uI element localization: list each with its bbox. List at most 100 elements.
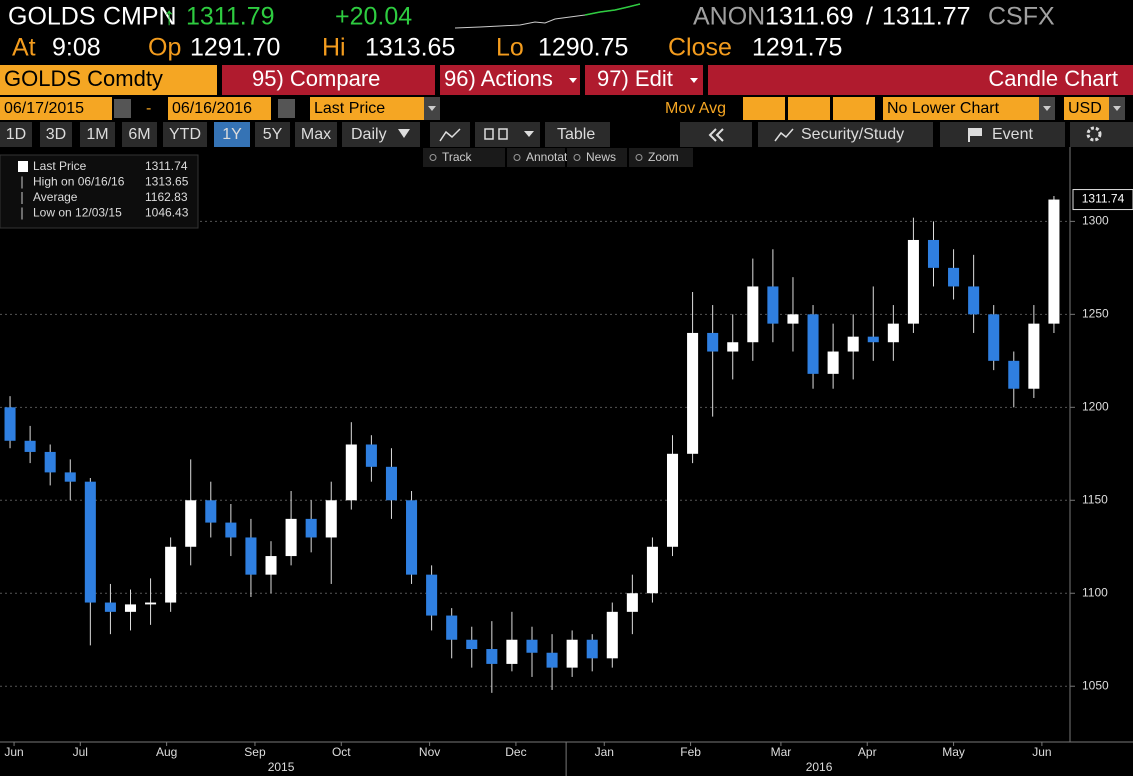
tool-button[interactable] [567, 148, 627, 167]
security[interactable]: GOLDS Comdty [4, 66, 163, 91]
period-button[interactable] [122, 122, 157, 147]
bid: 1311.69 [765, 3, 854, 31]
candle-body [887, 323, 899, 343]
candle-body [1048, 199, 1060, 324]
candle-body [546, 652, 558, 668]
currency-select[interactable] [1064, 97, 1109, 120]
period-button[interactable] [255, 122, 290, 147]
period[interactable]: 1Y [222, 126, 242, 143]
period-button[interactable] [295, 122, 337, 147]
lower-chart[interactable]: No Lower Chart [887, 100, 1000, 117]
period[interactable]: 5Y [263, 126, 283, 143]
study-button[interactable] [758, 122, 933, 147]
period-button[interactable] [80, 122, 115, 147]
dropdown-arrow [569, 78, 577, 83]
candle-body [44, 451, 56, 473]
legend-swatch [18, 161, 28, 172]
tool[interactable]: Annotate [526, 150, 574, 164]
study-input[interactable] [833, 97, 875, 120]
last-price-label: 1311.74 [1082, 192, 1125, 206]
collapse-button[interactable] [680, 122, 752, 147]
tool[interactable]: News [586, 150, 616, 164]
field[interactable]: Last Price [314, 100, 385, 117]
change: +20.04 [335, 3, 412, 31]
edit-button[interactable] [585, 65, 703, 95]
candle-body [847, 336, 859, 352]
line-icon [439, 128, 461, 142]
y-tick-label: 1150 [1082, 492, 1108, 506]
calendar-icon[interactable] [114, 99, 131, 118]
candle-body [988, 314, 1000, 361]
period[interactable]: YTD [169, 126, 201, 143]
security-study[interactable]: Security/Study [801, 126, 904, 143]
candle-icon [484, 128, 494, 140]
candle-body [265, 556, 277, 575]
study-input[interactable] [743, 97, 785, 120]
sparkline-recent [584, 3, 641, 16]
dropdown-arrow [398, 129, 410, 138]
date-input[interactable] [0, 97, 112, 120]
frequency-button[interactable] [342, 122, 420, 147]
start-date[interactable]: 06/17/2015 [4, 100, 84, 117]
arrow: ↑ [163, 3, 176, 31]
tool-button[interactable] [423, 148, 505, 167]
tool-icon [513, 154, 521, 161]
tool-button[interactable] [629, 148, 693, 167]
candle-body [325, 500, 337, 538]
legend-value: 1311.74 [145, 159, 188, 173]
period[interactable]: Max [301, 126, 331, 143]
legend-label: Last Price [33, 159, 87, 173]
settings-button[interactable] [1070, 122, 1133, 147]
tool-icon [429, 154, 437, 161]
value: 1291.75 [752, 34, 842, 62]
candle-body [4, 407, 16, 441]
event[interactable]: Event [992, 126, 1033, 143]
candle-chart: 1050 1100 1150 1200 1250 1300 Jun Jul Aug Sep Oct N… [0, 147, 1133, 776]
field-select[interactable] [310, 97, 424, 120]
period-button[interactable] [163, 122, 207, 147]
compare-button[interactable] [222, 65, 435, 95]
tool[interactable]: Track [442, 150, 473, 164]
table[interactable]: Table [557, 126, 595, 143]
compare[interactable]: 95) Compare [252, 66, 380, 91]
candle-body [64, 472, 76, 482]
x-tick-label: Sep [244, 745, 266, 759]
value: 9:08 [52, 34, 101, 62]
period[interactable]: 1D [6, 126, 26, 143]
period-button[interactable] [0, 122, 32, 147]
event-button[interactable] [940, 122, 1065, 147]
date-input[interactable] [168, 97, 271, 120]
x-tick-label: Aug [156, 745, 177, 759]
lower-chart-select[interactable] [883, 97, 1039, 120]
period[interactable]: 6M [128, 126, 150, 143]
tool-icon [635, 154, 643, 161]
tool[interactable]: Zoom [648, 150, 679, 164]
dash: - [146, 100, 151, 117]
x-tick-label: Dec [505, 745, 526, 759]
end-date[interactable]: 06/16/2016 [172, 100, 252, 117]
edit[interactable]: 97) Edit [597, 66, 673, 91]
tool-button[interactable] [507, 148, 565, 167]
calendar-icon[interactable] [278, 99, 295, 118]
currency[interactable]: USD [1068, 100, 1102, 117]
actions[interactable]: 96) Actions [444, 66, 553, 91]
period[interactable]: 1M [86, 126, 108, 143]
candle-body [486, 649, 498, 664]
x-tick-label: Jan [595, 745, 614, 759]
legend-value: 1313.65 [145, 175, 189, 189]
value: 1290.75 [538, 34, 628, 62]
candle-body [1008, 360, 1020, 389]
dropdown-arrow [1043, 106, 1051, 111]
security-box[interactable] [0, 65, 217, 95]
candle-body [707, 332, 719, 352]
period-button[interactable] [214, 122, 250, 147]
candle-body [225, 522, 237, 538]
study-input[interactable] [788, 97, 830, 120]
period[interactable]: 3D [46, 126, 66, 143]
table-button[interactable] [545, 122, 610, 147]
period-button[interactable] [40, 122, 72, 147]
y-tick-label: 1200 [1082, 399, 1109, 413]
candle-body [948, 267, 960, 287]
frequency[interactable]: Daily [351, 126, 387, 143]
actions-button[interactable] [440, 65, 580, 95]
